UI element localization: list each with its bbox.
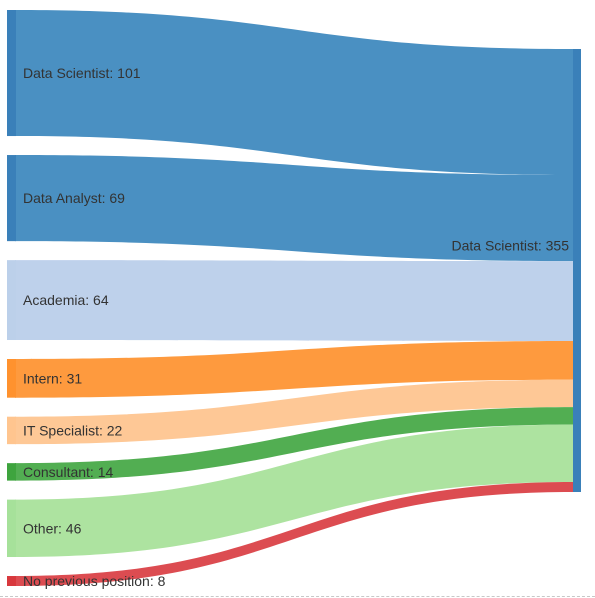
node-intern-3[interactable]	[7, 359, 16, 398]
sankey-labels: Data Scientist: 101 Data Analyst: 69 Acade…	[23, 65, 569, 589]
link-it-specialist-4[interactable]	[15, 379, 573, 445]
node-label-other-6: Other: 46	[23, 520, 82, 536]
link-consultant-5[interactable]	[15, 407, 573, 481]
node-label-data-analyst-1: Data Analyst: 69	[23, 190, 125, 206]
node-no-previous-position-7[interactable]	[7, 576, 16, 586]
node-label-academia-2: Academia: 64	[23, 292, 109, 308]
node-label-data-scientist-0: Data Scientist: 101	[23, 65, 141, 81]
node-other-6[interactable]	[7, 499, 16, 558]
node-consultant-5[interactable]	[7, 463, 16, 481]
node-data-scientist-0[interactable]	[7, 10, 16, 137]
sankey-nodes	[7, 10, 581, 586]
link-intern-3[interactable]	[15, 341, 573, 398]
link-no-previous-position-7[interactable]	[15, 482, 573, 586]
node-label-consultant-5: Consultant: 14	[23, 464, 113, 480]
bottom-divider	[0, 596, 595, 597]
link-academia-2[interactable]	[15, 260, 573, 342]
node-data-analyst-1[interactable]	[7, 155, 16, 242]
node-label-it-specialist-4: IT Specialist: 22	[23, 422, 123, 438]
node-label-no-previous-position-7: No previous position: 8	[23, 573, 166, 589]
node-academia-2[interactable]	[7, 260, 16, 341]
node-label-target-data-scientist: Data Scientist: 355	[451, 238, 569, 254]
node-it-specialist-4[interactable]	[7, 416, 16, 445]
node-target-data-scientist[interactable]	[573, 49, 581, 492]
link-data-analyst-1[interactable]	[15, 155, 573, 262]
node-label-intern-3: Intern: 31	[23, 370, 82, 386]
sankey-links	[15, 10, 573, 586]
link-data-scientist-0[interactable]	[15, 10, 573, 176]
link-other-6[interactable]	[15, 424, 573, 558]
